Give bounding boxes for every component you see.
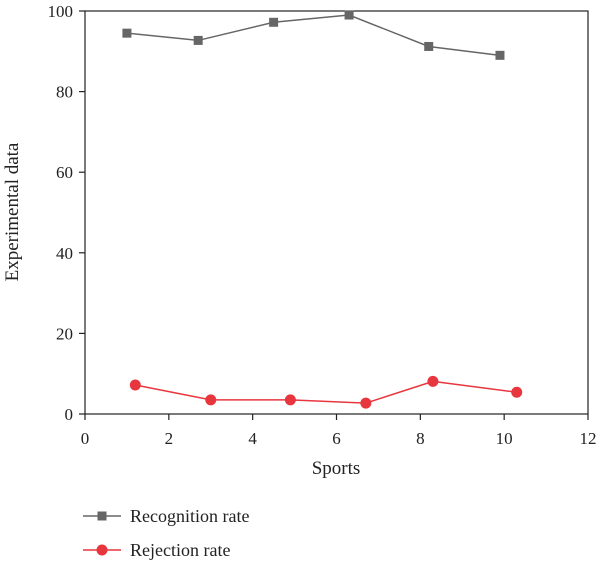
data-point (511, 386, 523, 398)
x-tick-label: 4 (248, 429, 257, 448)
legend-label-recognition: Recognition rate (130, 506, 249, 526)
y-axis-ticks: 0 20 40 60 80 100 (48, 2, 85, 424)
y-tick-label: 0 (65, 405, 74, 424)
legend-marker-rejection (96, 544, 108, 556)
series-0 (122, 10, 505, 60)
legend-item-recognition: Recognition rate (83, 506, 249, 526)
legend-marker-recognition (97, 511, 107, 521)
series-line (126, 14, 501, 57)
data-point (495, 50, 505, 60)
plot-area-border (84, 10, 589, 415)
data-point (269, 17, 279, 27)
data-point (360, 397, 372, 409)
x-tick-label: 10 (496, 429, 513, 448)
series-line (135, 380, 517, 404)
data-point (205, 394, 217, 406)
y-tick-label: 20 (56, 324, 73, 343)
y-axis-title: Experimental data (2, 142, 23, 281)
x-axis-title: Sports (312, 458, 361, 479)
x-tick-label: 6 (332, 429, 341, 448)
plot-frame (84, 10, 589, 415)
series-1 (129, 375, 523, 409)
data-point (344, 10, 354, 20)
data-point (424, 41, 434, 51)
series-layer (122, 10, 523, 409)
x-tick-label: 0 (81, 429, 90, 448)
data-point (129, 379, 141, 391)
data-point (193, 35, 203, 45)
legend-item-rejection: Rejection rate (83, 540, 230, 560)
data-point (284, 394, 296, 406)
y-tick-label: 100 (48, 2, 74, 21)
x-tick-label: 12 (580, 429, 597, 448)
y-tick-label: 60 (56, 163, 73, 182)
data-point (427, 375, 439, 387)
x-axis-ticks: 0 2 4 6 8 10 12 (81, 414, 597, 448)
data-point (122, 28, 132, 38)
x-tick-label: 2 (165, 429, 174, 448)
y-tick-label: 80 (56, 83, 73, 102)
legend: Recognition rate Rejection rate (83, 506, 249, 560)
legend-label-rejection: Rejection rate (130, 540, 230, 560)
x-tick-label: 8 (416, 429, 425, 448)
y-tick-label: 40 (56, 244, 73, 263)
